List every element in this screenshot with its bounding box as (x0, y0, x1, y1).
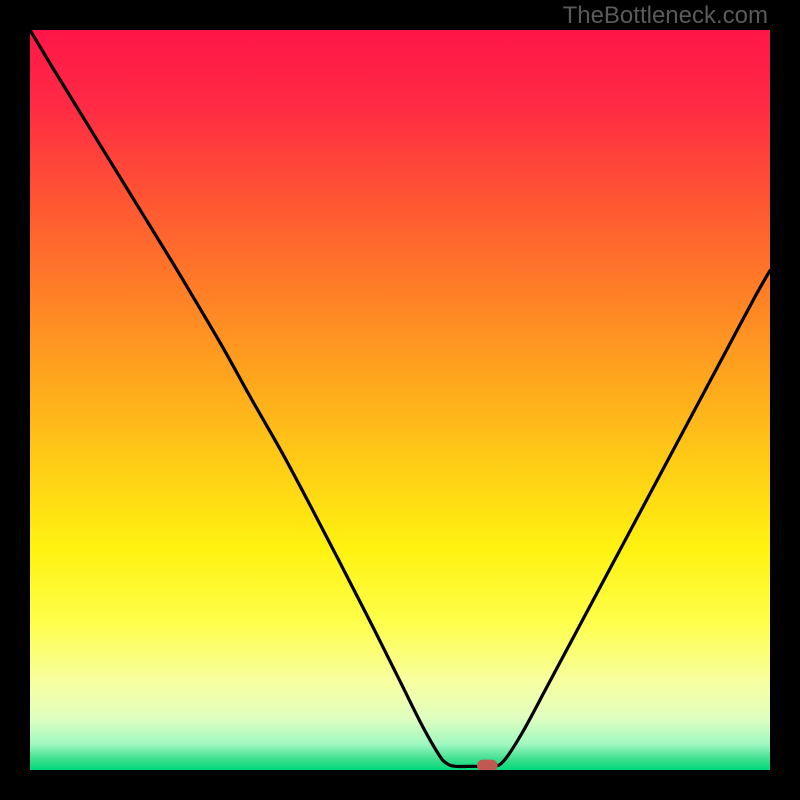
chart-svg (30, 30, 770, 770)
bottleneck-curve (30, 30, 770, 767)
marker-dot (477, 760, 498, 770)
chart-frame: TheBottleneck.com (0, 0, 800, 800)
watermark-text: TheBottleneck.com (563, 2, 768, 30)
plot-area (30, 30, 770, 770)
